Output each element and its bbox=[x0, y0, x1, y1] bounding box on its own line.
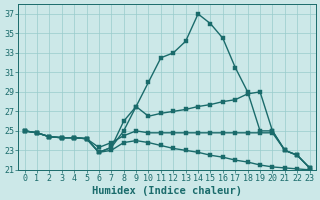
X-axis label: Humidex (Indice chaleur): Humidex (Indice chaleur) bbox=[92, 186, 242, 196]
